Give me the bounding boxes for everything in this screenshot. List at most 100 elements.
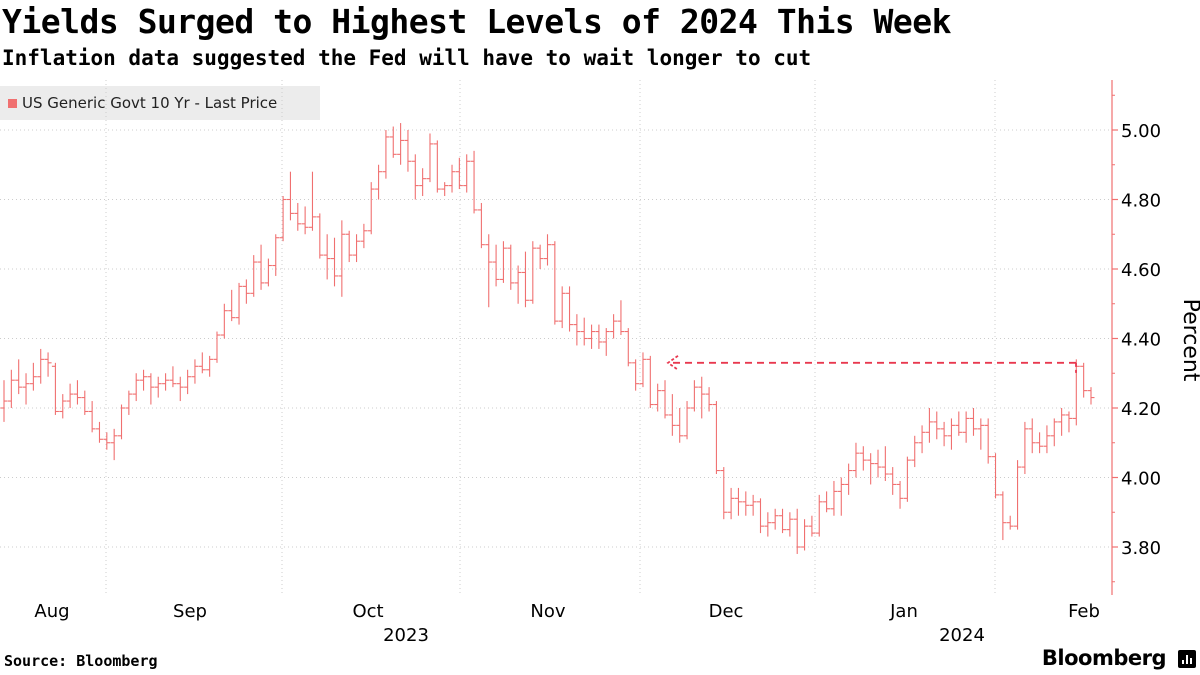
y-tick-label: 5.00 bbox=[1121, 121, 1161, 142]
grid-layer bbox=[0, 80, 1112, 595]
ohlc-bar bbox=[734, 487, 742, 516]
chart-title: Yields Surged to Highest Levels of 2024 … bbox=[2, 2, 952, 41]
bars-layer bbox=[0, 123, 1095, 554]
ohlc-bar bbox=[573, 314, 581, 346]
ohlc-bar bbox=[382, 130, 390, 179]
ohlc-bar bbox=[140, 369, 148, 391]
ohlc-bar bbox=[617, 300, 625, 336]
ohlc-bar bbox=[602, 328, 610, 356]
legend-label: US Generic Govt 10 Yr - Last Price bbox=[22, 94, 278, 112]
ohlc-bar bbox=[213, 331, 221, 363]
ohlc-bar bbox=[441, 182, 449, 197]
x-tick-label: Dec bbox=[709, 601, 744, 622]
ohlc-bar bbox=[852, 442, 860, 478]
ohlc-bar bbox=[162, 373, 170, 391]
y-tick-label: 4.60 bbox=[1121, 260, 1161, 281]
ohlc-bar bbox=[426, 133, 434, 183]
ohlc-bar bbox=[654, 383, 662, 412]
ohlc-bar bbox=[749, 494, 757, 516]
ohlc-bar bbox=[103, 432, 111, 450]
ohlc-bar bbox=[690, 380, 698, 412]
ohlc-bar bbox=[375, 164, 383, 200]
ohlc-bar bbox=[1021, 421, 1029, 475]
y-tick-label: 4.40 bbox=[1121, 330, 1161, 351]
ohlc-bar bbox=[925, 408, 933, 443]
ohlc-bar bbox=[859, 446, 867, 471]
x-year-label: 2023 bbox=[383, 625, 429, 646]
ohlc-bar bbox=[242, 279, 250, 304]
ohlc-bar bbox=[793, 508, 801, 554]
ohlc-bar bbox=[676, 408, 684, 443]
ohlc-bar bbox=[764, 512, 772, 537]
ohlc-bar bbox=[301, 206, 309, 235]
ohlc-bar bbox=[984, 418, 992, 464]
brand-logo-text: Bloomberg bbox=[1041, 646, 1167, 670]
ohlc-bar bbox=[720, 467, 728, 520]
ohlc-bar bbox=[323, 234, 331, 280]
ohlc-bar bbox=[1006, 515, 1014, 530]
ohlc-bar bbox=[1058, 408, 1066, 436]
ohlc-bar bbox=[470, 150, 478, 214]
ohlc-bar bbox=[169, 366, 177, 388]
ohlc-bar bbox=[1036, 432, 1044, 454]
ohlc-bar bbox=[1065, 411, 1073, 433]
ohlc-bar bbox=[110, 428, 118, 461]
ohlc-bar bbox=[44, 352, 52, 377]
ohlc-bar bbox=[610, 314, 618, 339]
ohlc-bar bbox=[742, 491, 750, 516]
ohlc-bar bbox=[433, 140, 441, 193]
axis-layer: 3.80 4.00 4.20 4.40 4.60 4.80 5.00 Percent Aug Se… bbox=[34, 80, 1200, 646]
ohlc-bar bbox=[705, 387, 713, 412]
ohlc-bar bbox=[698, 376, 706, 419]
y-axis-label: Percent bbox=[1178, 299, 1200, 382]
ohlc-bar bbox=[712, 401, 720, 475]
ohlc-bar bbox=[977, 418, 985, 450]
ohlc-bar bbox=[683, 401, 691, 440]
ohlc-bar bbox=[455, 157, 463, 190]
ohlc-bar bbox=[338, 220, 346, 297]
ohlc-bar bbox=[22, 373, 30, 405]
ohlc-bar bbox=[933, 411, 941, 440]
ohlc-bar bbox=[815, 494, 823, 537]
ohlc-bar bbox=[756, 498, 764, 534]
ohlc-bar bbox=[250, 255, 258, 297]
ohlc-bar bbox=[0, 380, 8, 422]
ohlc-bar bbox=[419, 168, 427, 197]
ohlc-bar bbox=[588, 324, 596, 349]
ohlc-bar bbox=[1087, 387, 1095, 405]
ohlc-bar bbox=[874, 449, 882, 478]
ohlc-bar bbox=[15, 359, 23, 395]
ohlc-bar bbox=[1080, 362, 1088, 398]
ohlc-bar bbox=[955, 411, 963, 436]
ohlc-bar bbox=[59, 394, 67, 419]
ohlc-bar bbox=[184, 369, 192, 395]
brand-chart-icon bbox=[1178, 650, 1196, 668]
ohlc-bar bbox=[889, 467, 897, 495]
chart-subtitle: Inflation data suggested the Fed will ha… bbox=[2, 46, 812, 70]
ohlc-bar bbox=[331, 237, 339, 287]
x-tick-label: Oct bbox=[352, 601, 383, 622]
ohlc-bar bbox=[507, 244, 515, 290]
ohlc-bar bbox=[286, 171, 294, 221]
ohlc-bar bbox=[632, 359, 640, 391]
ohlc-bar bbox=[624, 328, 632, 367]
ohlc-bar bbox=[198, 352, 206, 374]
ohlc-bar bbox=[521, 251, 529, 308]
ohlc-bar bbox=[264, 258, 272, 287]
x-tick-label: Jan bbox=[889, 601, 918, 622]
ohlc-bar bbox=[191, 359, 199, 384]
ohlc-bar bbox=[808, 515, 816, 537]
ohlc-bar bbox=[118, 404, 126, 440]
ohlc-bar bbox=[73, 380, 81, 405]
x-tick-label: Nov bbox=[530, 601, 565, 622]
ohlc-bar bbox=[1072, 359, 1080, 426]
x-tick-label: Aug bbox=[34, 601, 69, 622]
ohlc-bar bbox=[485, 234, 493, 308]
x-tick-label: Sep bbox=[173, 601, 207, 622]
ohlc-bar bbox=[881, 446, 889, 481]
annotation-layer bbox=[666, 355, 1077, 373]
ohlc-bar bbox=[727, 487, 735, 520]
x-tick-label: Feb bbox=[1068, 601, 1100, 622]
ohlc-bar bbox=[536, 244, 544, 269]
